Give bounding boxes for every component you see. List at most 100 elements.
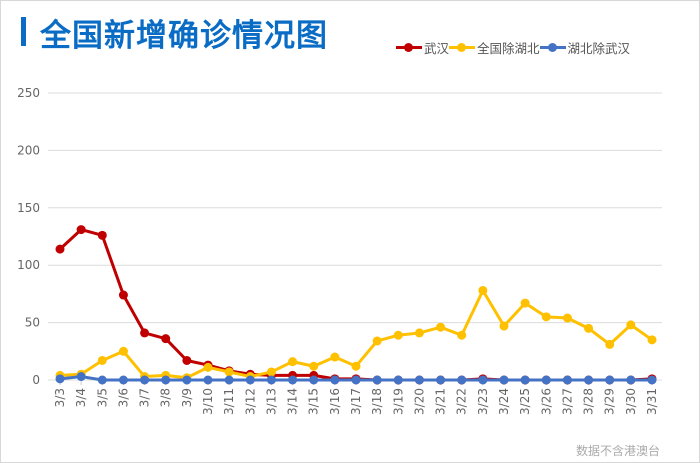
x-tick-label: 3/14: [286, 388, 300, 415]
x-tick-label: 3/20: [412, 388, 426, 415]
data-point: [140, 328, 150, 338]
data-point: [309, 375, 319, 385]
x-tick-label: 3/16: [328, 388, 342, 415]
x-tick-label: 3/30: [624, 388, 638, 415]
data-point: [351, 375, 361, 385]
data-point: [541, 312, 551, 322]
data-point: [309, 361, 319, 371]
legend-marker-icon: [396, 43, 422, 52]
data-point: [499, 375, 509, 385]
x-tick-label: 3/10: [201, 388, 215, 415]
data-point: [266, 375, 276, 385]
data-point: [118, 290, 128, 300]
series-line-0: [58, 228, 653, 382]
data-point: [161, 375, 171, 385]
data-point: [584, 375, 594, 385]
data-point: [647, 335, 657, 345]
legend-marker-icon: [539, 43, 566, 52]
legend-label: 全国除湖北: [477, 41, 540, 56]
data-point: [76, 372, 86, 382]
x-tick-label: 3/15: [307, 388, 321, 415]
data-point: [393, 330, 403, 340]
x-tick-label: 3/7: [138, 388, 152, 407]
x-tick-label: 3/21: [434, 388, 448, 415]
x-tick-label: 3/24: [497, 388, 511, 415]
data-point: [584, 323, 594, 333]
chart-title: 全国新增确诊情况图: [40, 18, 328, 54]
x-tick-label: 3/6: [116, 388, 130, 407]
data-point: [372, 336, 382, 346]
data-point: [393, 375, 403, 385]
data-point: [330, 352, 340, 362]
data-point: [203, 362, 213, 372]
x-tick-label: 3/8: [159, 388, 173, 407]
x-tick-label: 3/29: [603, 388, 617, 415]
data-point: [478, 375, 488, 385]
data-point: [118, 346, 128, 356]
data-point: [414, 328, 424, 338]
legend-item-hubei-ex-wuhan[interactable]: 湖北除武汉: [539, 38, 631, 57]
data-point: [605, 375, 615, 385]
data-point: [161, 334, 171, 344]
legend-item-outside-hubei[interactable]: 全国除湖北: [449, 38, 540, 57]
data-point: [182, 355, 192, 365]
x-tick-label: 3/12: [243, 388, 257, 415]
legend-item-wuhan[interactable]: 武汉: [396, 38, 449, 57]
data-point: [55, 374, 65, 384]
data-point: [499, 321, 509, 331]
data-point: [245, 375, 255, 385]
data-point: [288, 357, 298, 367]
y-tick-label: 100: [17, 258, 40, 272]
x-tick-label: 3/5: [95, 388, 109, 407]
x-tick-label: 3/19: [391, 388, 405, 415]
x-tick-label: 3/23: [476, 388, 490, 415]
y-tick-label: 200: [17, 143, 40, 157]
x-tick-label: 3/17: [349, 388, 363, 415]
data-point: [182, 375, 192, 385]
data-point: [626, 375, 636, 385]
data-point: [457, 330, 467, 340]
x-tick-label: 3/3: [53, 388, 67, 407]
data-point: [118, 375, 128, 385]
x-tick-label: 3/22: [455, 388, 469, 415]
legend: 武汉 全国除湖北 湖北除武汉: [396, 38, 630, 57]
x-tick-label: 3/9: [180, 388, 194, 407]
x-tick-label: 3/25: [518, 388, 532, 415]
data-point: [224, 375, 234, 385]
data-point: [605, 339, 615, 349]
data-point: [97, 230, 107, 240]
data-point: [330, 375, 340, 385]
y-tick-label: 50: [25, 316, 40, 330]
x-tick-label: 3/11: [222, 388, 236, 415]
data-point: [55, 244, 65, 254]
data-point: [562, 375, 572, 385]
data-point: [76, 225, 86, 235]
data-point: [372, 375, 382, 385]
data-point: [266, 367, 276, 377]
data-point: [436, 322, 446, 332]
x-tick-label: 3/13: [264, 388, 278, 415]
data-point: [414, 375, 424, 385]
data-point: [203, 375, 213, 385]
data-point: [478, 285, 488, 295]
data-point: [97, 375, 107, 385]
y-tick-label: 250: [17, 86, 40, 100]
x-tick-label: 3/28: [582, 388, 596, 415]
x-tick-label: 3/18: [370, 388, 384, 415]
data-point: [520, 298, 530, 308]
y-tick-label: 150: [17, 201, 40, 215]
watermark: 数据不含港澳台: [576, 444, 661, 458]
data-point: [436, 375, 446, 385]
data-point: [520, 375, 530, 385]
x-tick-label: 3/31: [645, 388, 659, 415]
legend-label: 湖北除武汉: [567, 41, 631, 56]
data-point: [626, 320, 636, 330]
data-point: [457, 375, 467, 385]
x-tick-label: 3/26: [539, 388, 553, 415]
data-point: [224, 367, 234, 377]
data-point: [97, 355, 107, 365]
title-accent-bar: [21, 17, 26, 46]
data-point: [562, 313, 572, 323]
x-tick-label: 3/27: [560, 388, 574, 415]
